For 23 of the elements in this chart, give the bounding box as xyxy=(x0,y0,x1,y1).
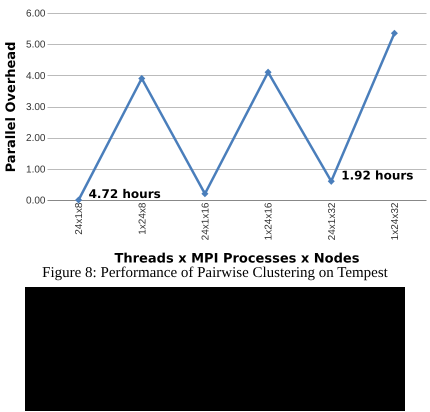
x-axis-title: Threads x MPI Processes x Nodes xyxy=(114,251,360,266)
x-tick-label: 24x1x32 xyxy=(326,202,338,240)
annotation: 4.72 hours xyxy=(88,187,161,201)
point xyxy=(390,30,398,37)
y-tick-label: 4.00 xyxy=(26,70,46,82)
y-tick-label: 6.00 xyxy=(26,8,46,20)
x-tick-label: 1x24x16 xyxy=(264,202,275,240)
y-tick-label: 3.00 xyxy=(26,102,46,113)
x-tick-label: 24x1x8 xyxy=(74,202,86,235)
x-tick-label: 1x24x32 xyxy=(390,202,401,240)
point xyxy=(138,74,146,82)
point xyxy=(264,68,272,76)
x-tick-label: 24x1x16 xyxy=(200,202,212,240)
point xyxy=(201,190,208,198)
y-tick-label: 1.00 xyxy=(26,164,46,176)
y-tick-label: 2.00 xyxy=(26,133,46,144)
annotation: 1.92 hours xyxy=(341,168,414,182)
point xyxy=(328,178,335,185)
y-tick-label: 5.00 xyxy=(26,40,46,51)
caption: Figure 8: Performance of Pairwise Clustering on Tempest xyxy=(41,265,389,283)
y-axis-title: Parallel Overhead xyxy=(4,42,20,172)
y-tick-label: 0.00 xyxy=(26,196,46,206)
x-tick-label: 1x24x8 xyxy=(137,202,148,235)
